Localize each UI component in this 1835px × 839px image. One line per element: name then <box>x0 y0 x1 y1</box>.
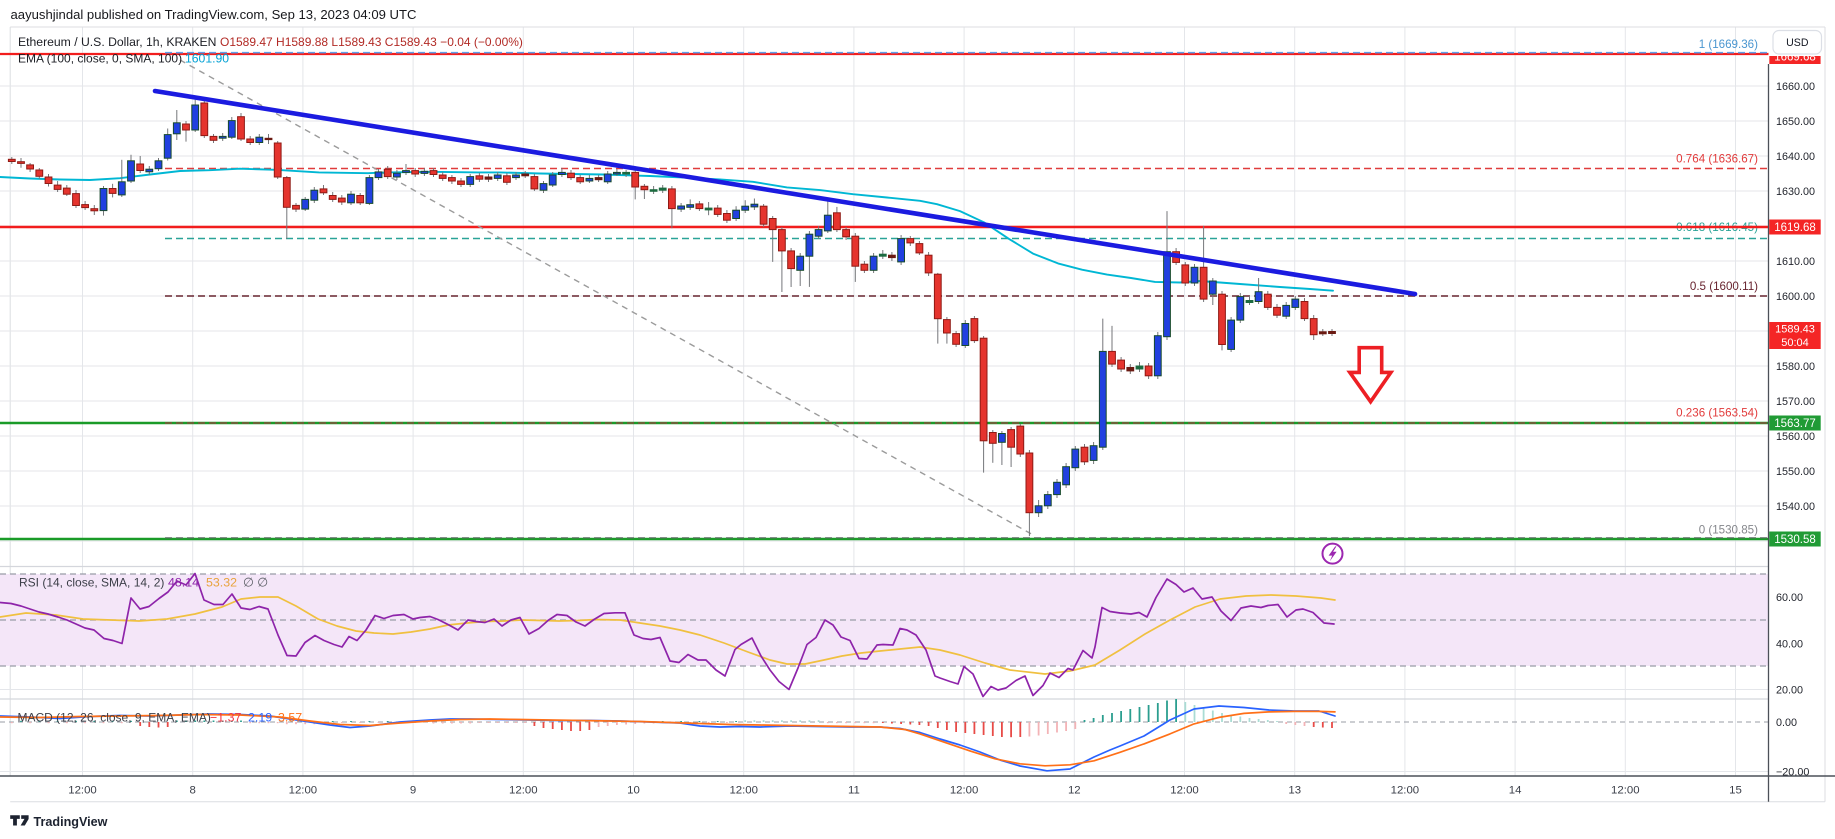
svg-text:O1589.47 H1589.88 L1589.43 C15: O1589.47 H1589.88 L1589.43 C1589.43 −0.0… <box>220 35 523 49</box>
svg-text:12: 12 <box>1068 785 1081 797</box>
svg-text:60.00: 60.00 <box>1776 592 1803 604</box>
svg-text:1563.77: 1563.77 <box>1774 418 1816 430</box>
svg-text:−20.00: −20.00 <box>1776 766 1809 778</box>
svg-text:0 (1530.85): 0 (1530.85) <box>1699 524 1758 537</box>
svg-text:12:00: 12:00 <box>68 785 97 797</box>
svg-text:1610.00: 1610.00 <box>1776 256 1815 268</box>
svg-text:RSI (14, close, SMA, 14, 2): RSI (14, close, SMA, 14, 2) <box>19 576 164 590</box>
svg-text:12:00: 12:00 <box>729 785 758 797</box>
svg-text:1669.68: 1669.68 <box>1774 52 1816 64</box>
svg-text:3.57: 3.57 <box>278 711 302 725</box>
svg-text:−1.37: −1.37 <box>210 711 241 725</box>
svg-text:11: 11 <box>848 785 860 797</box>
svg-text:12:00: 12:00 <box>289 785 318 797</box>
svg-text:8: 8 <box>190 785 196 797</box>
svg-text:53.32: 53.32 <box>206 576 237 590</box>
svg-text:1580.00: 1580.00 <box>1776 361 1815 373</box>
svg-text:1630.00: 1630.00 <box>1776 186 1815 198</box>
svg-text:1589.43: 1589.43 <box>1775 324 1815 336</box>
svg-text:9: 9 <box>410 785 416 797</box>
svg-text:1660.00: 1660.00 <box>1776 81 1815 93</box>
svg-text:1650.00: 1650.00 <box>1776 116 1815 128</box>
svg-text:1540.00: 1540.00 <box>1776 501 1815 513</box>
svg-text:1530.58: 1530.58 <box>1774 534 1816 546</box>
svg-text:Ethereum / U.S. Dollar, 1h, KR: Ethereum / U.S. Dollar, 1h, KRAKEN <box>18 35 216 49</box>
svg-text:2.19: 2.19 <box>248 711 272 725</box>
svg-text:USD: USD <box>1786 37 1809 49</box>
svg-text:48.14: 48.14 <box>168 576 199 590</box>
svg-text:0.5 (1600.11): 0.5 (1600.11) <box>1690 280 1758 293</box>
svg-text:15: 15 <box>1729 785 1742 797</box>
svg-text:0.00: 0.00 <box>1776 717 1797 729</box>
svg-text:1640.00: 1640.00 <box>1776 151 1815 163</box>
svg-text:0.236 (1563.54): 0.236 (1563.54) <box>1676 407 1758 420</box>
svg-text:40.00: 40.00 <box>1776 638 1803 650</box>
svg-text:12:00: 12:00 <box>1170 785 1199 797</box>
svg-text:1619.68: 1619.68 <box>1774 222 1816 234</box>
svg-text:13: 13 <box>1288 785 1301 797</box>
svg-text:1570.00: 1570.00 <box>1776 396 1815 408</box>
svg-text:EMA (100, close, 0, SMA, 100): EMA (100, close, 0, SMA, 100) <box>18 52 182 66</box>
svg-text:MACD (12, 26, close, 9, EMA, E: MACD (12, 26, close, 9, EMA, EMA) <box>18 711 211 725</box>
svg-text:12:00: 12:00 <box>1611 785 1640 797</box>
svg-text:∅ ∅: ∅ ∅ <box>243 576 268 590</box>
svg-text:12:00: 12:00 <box>1391 785 1420 797</box>
svg-text:12:00: 12:00 <box>509 785 538 797</box>
svg-text:50:04: 50:04 <box>1781 337 1809 349</box>
svg-text:0.764 (1636.67): 0.764 (1636.67) <box>1676 153 1758 166</box>
svg-text:1560.00: 1560.00 <box>1776 431 1815 443</box>
svg-text:1 (1669.36): 1 (1669.36) <box>1699 38 1758 51</box>
svg-text:20.00: 20.00 <box>1776 684 1803 696</box>
svg-text:12:00: 12:00 <box>950 785 979 797</box>
svg-text:10: 10 <box>627 785 640 797</box>
svg-text:14: 14 <box>1509 785 1522 797</box>
svg-text:1550.00: 1550.00 <box>1776 466 1815 478</box>
svg-text:aayushjindal published on Trad: aayushjindal published on TradingView.co… <box>11 7 417 22</box>
svg-text:1600.00: 1600.00 <box>1776 291 1815 303</box>
svg-text:TradingView: TradingView <box>34 815 108 829</box>
svg-text:1601.90: 1601.90 <box>185 52 229 66</box>
